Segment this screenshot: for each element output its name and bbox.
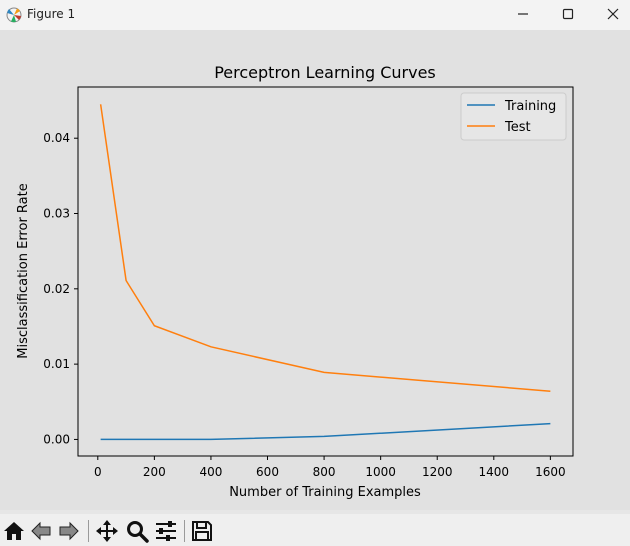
- close-button[interactable]: [590, 0, 630, 28]
- minimize-button[interactable]: [500, 0, 546, 28]
- y-axis-label: Misclassification Error Rate: [16, 183, 31, 358]
- forward-arrow-icon: [59, 521, 79, 541]
- subplots-config-icon: [156, 521, 176, 541]
- legend-label-training: Training: [504, 99, 556, 114]
- window-title: Figure 1: [27, 7, 76, 21]
- y-tick-label: 0.02: [43, 282, 70, 296]
- x-axis-label: Number of Training Examples: [229, 485, 421, 500]
- pan-button[interactable]: [94, 518, 120, 544]
- x-tick-label: 200: [143, 465, 166, 479]
- x-tick-label: 1600: [535, 465, 566, 479]
- close-icon: [607, 8, 619, 20]
- x-tick-label: 800: [313, 465, 336, 479]
- home-button[interactable]: [1, 518, 27, 544]
- navigation-toolbar: [0, 514, 630, 546]
- back-button[interactable]: [28, 518, 54, 544]
- x-tick-label: 400: [199, 465, 222, 479]
- save-button[interactable]: [189, 518, 215, 544]
- title-bar[interactable]: Figure 1: [0, 0, 630, 30]
- pan-icon: [96, 520, 118, 542]
- y-tick-label: 0.03: [43, 207, 70, 221]
- series-line-test: [99, 104, 551, 392]
- matplotlib-logo-icon: [6, 7, 22, 23]
- x-tick-label: 600: [256, 465, 279, 479]
- x-tick-label: 0: [94, 465, 102, 479]
- back-arrow-icon: [31, 521, 51, 541]
- y-tick-label: 0.00: [43, 432, 70, 446]
- maximize-button[interactable]: [545, 0, 591, 28]
- x-tick-label: 1000: [365, 465, 396, 479]
- configure-subplots-button[interactable]: [153, 518, 179, 544]
- zoom-icon: [127, 521, 149, 543]
- x-tick-label: 1400: [479, 465, 510, 479]
- legend-label-test: Test: [504, 120, 531, 135]
- toolbar-separator: [88, 520, 89, 542]
- home-icon: [4, 522, 24, 540]
- x-tick-label: 1200: [422, 465, 453, 479]
- y-tick-label: 0.04: [43, 131, 70, 145]
- save-icon: [192, 521, 212, 541]
- chart-legend: Training Test: [460, 92, 567, 141]
- y-tick-label: 0.01: [43, 357, 70, 371]
- minimize-icon: [518, 13, 528, 15]
- zoom-button[interactable]: [124, 518, 150, 544]
- chart-title: Perceptron Learning Curves: [214, 63, 436, 82]
- forward-button[interactable]: [56, 518, 82, 544]
- series-line-training: [100, 422, 551, 441]
- chart-svg[interactable]: 0 200 400 600 800 1000 1200 1400 1600 0.00 0.01 0.0…: [0, 30, 630, 510]
- toolbar-separator: [184, 520, 185, 542]
- plot-area: [77, 86, 574, 457]
- figure-canvas[interactable]: 0 200 400 600 800 1000 1200 1400 1600 0.00 0.01 0.0…: [0, 30, 630, 510]
- maximize-icon: [562, 8, 574, 20]
